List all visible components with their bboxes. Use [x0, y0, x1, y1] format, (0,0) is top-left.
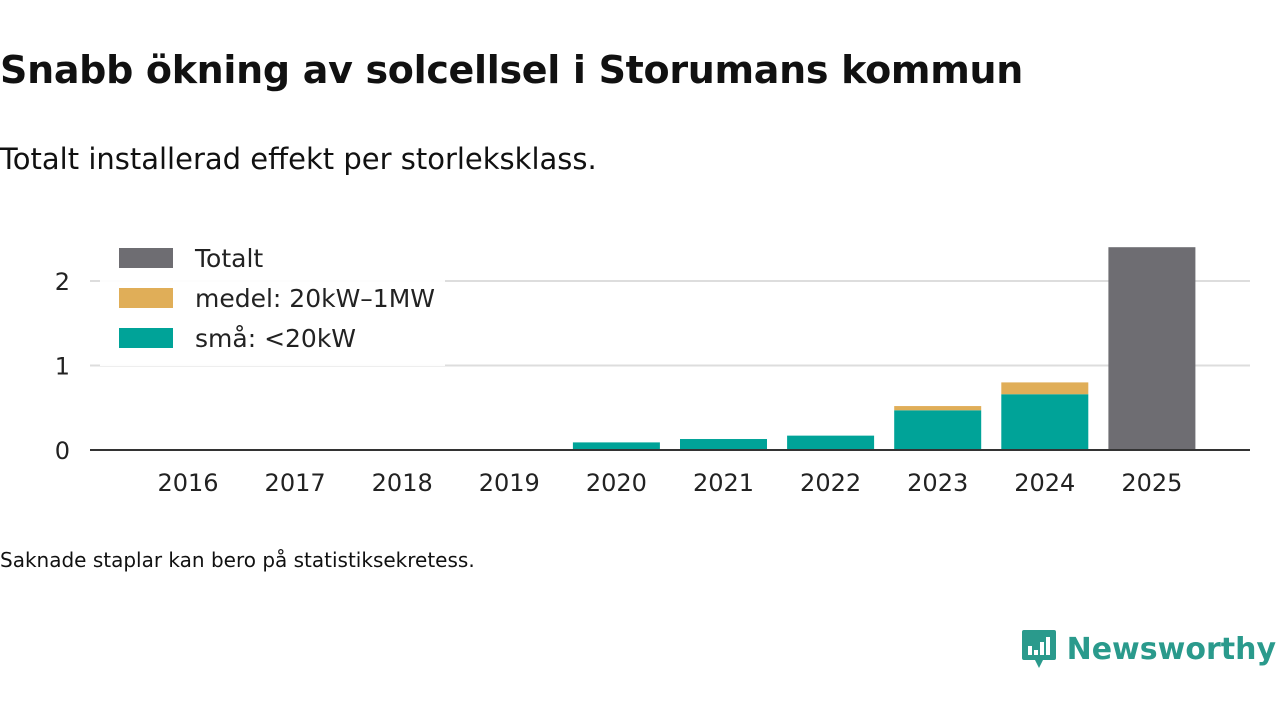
x-tick-label: 2018	[372, 469, 433, 497]
bar	[894, 410, 982, 450]
legend-label: små: <20kW	[195, 324, 356, 353]
bar	[787, 435, 875, 450]
x-tick-label: 2022	[800, 469, 861, 497]
legend-label: medel: 20kW–1MW	[195, 284, 435, 313]
legend-swatch	[119, 288, 173, 308]
y-tick-label: 0	[55, 437, 70, 465]
x-tick-label: 2019	[479, 469, 540, 497]
bar	[1108, 247, 1196, 450]
y-tick-label: 2	[55, 268, 70, 296]
x-tick-label: 2021	[693, 469, 754, 497]
x-tick-label: 2025	[1121, 469, 1182, 497]
y-tick-label: 1	[55, 353, 70, 381]
legend-label: Totalt	[194, 244, 263, 273]
legend-swatch	[119, 328, 173, 348]
x-tick-label: 2016	[157, 469, 218, 497]
x-tick-label: 2017	[265, 469, 326, 497]
legend-swatch	[119, 248, 173, 268]
chart-subtitle: Totalt installerad effekt per storlekskl…	[0, 142, 597, 176]
brand-logo: Newsworthy	[1021, 628, 1276, 670]
chart-title: Snabb ökning av solcellsel i Storumans k…	[0, 48, 1024, 92]
x-tick-label: 2023	[907, 469, 968, 497]
footnote: Saknade staplar kan bero på statistiksek…	[0, 548, 475, 572]
newsworthy-logo-icon	[1021, 630, 1056, 668]
bar	[1001, 382, 1089, 395]
bar	[894, 406, 982, 411]
bar	[572, 442, 660, 450]
x-tick-label: 2020	[586, 469, 647, 497]
bar	[680, 439, 767, 450]
x-tick-label: 2024	[1014, 469, 1075, 497]
stacked-bar-chart: 0 1 2 2016 2017 2018 2019 2020 2021 2022 2023 2024 2…	[54, 244, 1250, 497]
bar	[1001, 394, 1089, 450]
brand-name: Newsworthy	[1066, 631, 1276, 667]
